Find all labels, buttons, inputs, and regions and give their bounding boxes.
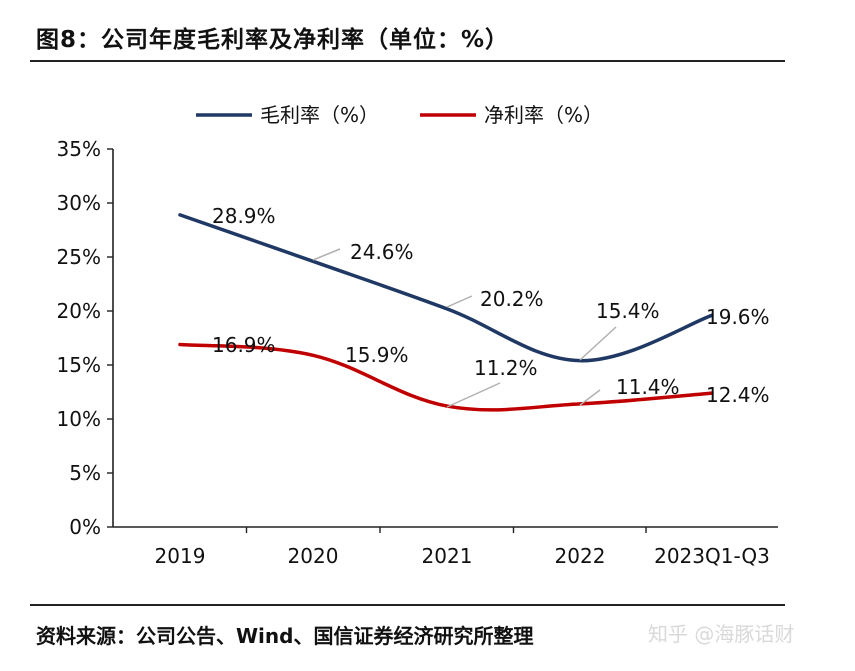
data-label-leader (446, 382, 501, 408)
legend-label: 净利率（%） (484, 103, 603, 127)
top-divider (30, 60, 785, 62)
data-label-leader (446, 295, 473, 308)
page-title: 图8：公司年度毛利率及净利率（单位：%） (36, 27, 510, 53)
gross-margin-point (311, 259, 315, 263)
net-margin-data-label: 15.9% (345, 343, 409, 367)
net-margin-data-label: 16.9% (212, 333, 276, 357)
y-tick-label: 10% (57, 407, 101, 431)
y-tick-label: 35% (57, 137, 101, 161)
bottom-divider (30, 604, 785, 606)
y-tick-label: 5% (69, 461, 101, 485)
data-label-leader (579, 389, 601, 406)
legend-label: 毛利率（%） (260, 103, 379, 127)
gross-margin-point (710, 313, 714, 317)
net-margin-data-label: 11.2% (474, 356, 538, 380)
net-margin-data-label: 11.4% (616, 375, 680, 399)
gross-margin-point (178, 213, 182, 217)
data-label-leader (579, 326, 617, 361)
net-margin-point (710, 391, 714, 395)
gross-margin-data-label: 28.9% (212, 204, 276, 228)
x-tick-label: 2021 (422, 544, 473, 568)
gross-margin-data-label: 19.6% (706, 305, 770, 329)
x-tick-label: 2020 (288, 544, 339, 568)
gross-margin-data-label: 20.2% (480, 287, 544, 311)
y-tick-label: 25% (57, 245, 101, 269)
watermark-text: 知乎 @海豚话财 (648, 622, 795, 646)
gross-margin-data-label: 24.6% (350, 240, 414, 264)
line-chart: 0% 5% 10% 15% 20% 25% 30% 35% 2019 2020 2021 2022 20… (57, 103, 778, 568)
y-tick-label: 0% (69, 515, 101, 539)
y-tick-label: 20% (57, 299, 101, 323)
net-margin-data-label: 12.4% (706, 383, 770, 407)
y-tick-label: 15% (57, 353, 101, 377)
gross-margin-point (445, 307, 449, 311)
x-tick-label: 2023Q1-Q3 (654, 544, 770, 568)
data-label-leader (312, 248, 341, 261)
net-margin-point (311, 353, 315, 357)
net-margin-point (178, 342, 182, 346)
x-tick-label: 2022 (555, 544, 606, 568)
gross-margin-data-label: 15.4% (596, 299, 660, 323)
source-note: 资料来源：公司公告、Wind、国信证券经济研究所整理 (36, 624, 534, 648)
y-tick-label: 30% (57, 191, 101, 215)
x-tick-label: 2019 (155, 544, 206, 568)
